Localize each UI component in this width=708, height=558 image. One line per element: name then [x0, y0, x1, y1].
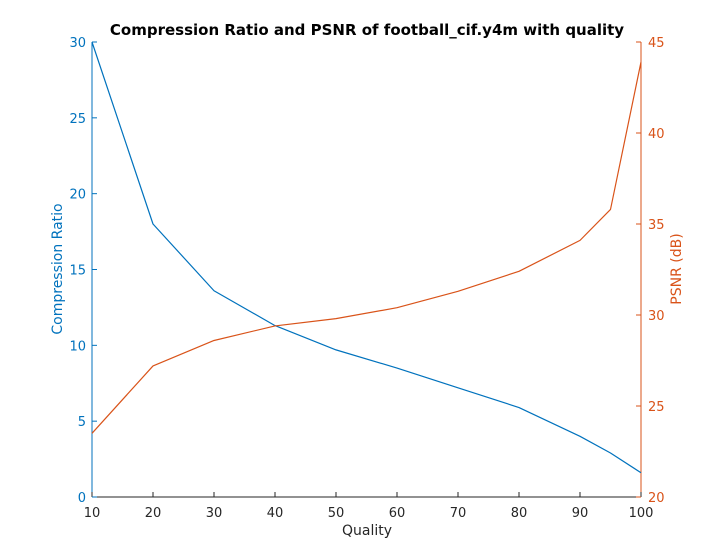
- x-tick-label: 100: [629, 506, 654, 521]
- x-axis-label: Quality: [342, 523, 392, 539]
- right-tick-label: 30: [648, 309, 665, 324]
- x-tick-label: 20: [145, 506, 162, 521]
- x-tick-label: 50: [328, 506, 345, 521]
- chart-marks: 10 20 30 40 50 60 70 80 90 100 0 5 10 15 20 25 30 20 25 30 3…: [69, 36, 664, 521]
- right-tick-label: 35: [648, 218, 665, 233]
- x-tick-label: 60: [389, 506, 406, 521]
- x-tick-label: 10: [84, 506, 101, 521]
- x-tick-label: 90: [572, 506, 589, 521]
- right-tick-label: 40: [648, 127, 665, 142]
- right-axis-label: PSNR (dB): [669, 233, 685, 304]
- right-tick-label: 45: [648, 36, 665, 51]
- series-line-compression-ratio: [91, 41, 642, 474]
- left-tick-label: 20: [69, 188, 86, 203]
- left-tick-label: 30: [69, 36, 86, 51]
- x-tick-label: 80: [511, 506, 528, 521]
- series-line-psnr: [91, 61, 642, 434]
- right-tick-label: 25: [648, 400, 665, 415]
- left-tick-label: 15: [69, 264, 86, 279]
- left-tick-label: 10: [69, 339, 86, 354]
- chart-title: Compression Ratio and PSNR of football_c…: [110, 21, 624, 39]
- left-axis-label: Compression Ratio: [50, 203, 66, 334]
- left-tick-label: 5: [78, 415, 86, 430]
- left-tick-label: 0: [78, 491, 86, 506]
- right-tick-label: 20: [648, 491, 665, 506]
- x-tick-label: 70: [450, 506, 467, 521]
- x-tick-label: 40: [267, 506, 284, 521]
- left-tick-label: 25: [69, 112, 86, 127]
- x-tick-label: 30: [206, 506, 223, 521]
